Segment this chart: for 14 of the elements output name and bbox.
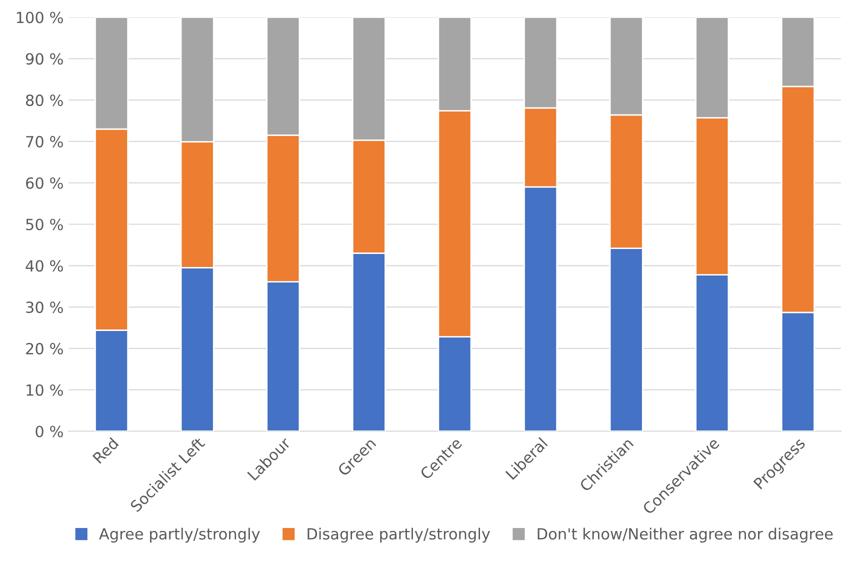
y-tick-label: 60 % xyxy=(26,177,63,189)
legend-label: Disagree partly/strongly xyxy=(308,528,490,543)
y-tick-label: 90 % xyxy=(26,53,63,65)
y-tick-label: 40 % xyxy=(26,260,63,272)
y-tick-label: 30 % xyxy=(26,302,63,314)
y-tick-label: 70 % xyxy=(26,136,63,148)
y-tick-label: 20 % xyxy=(26,342,63,354)
legend-label: Agree partly/strongly xyxy=(99,528,260,543)
y-tick-label: 80 % xyxy=(26,94,63,106)
legend-label: Don't know/Neither agree nor disagree xyxy=(538,528,833,543)
y-tick-label: 0 % xyxy=(36,426,63,438)
y-tick-label: 50 % xyxy=(26,218,63,230)
y-tick-label: 10 % xyxy=(26,384,63,396)
y-tick-label: 100 % xyxy=(16,12,63,24)
